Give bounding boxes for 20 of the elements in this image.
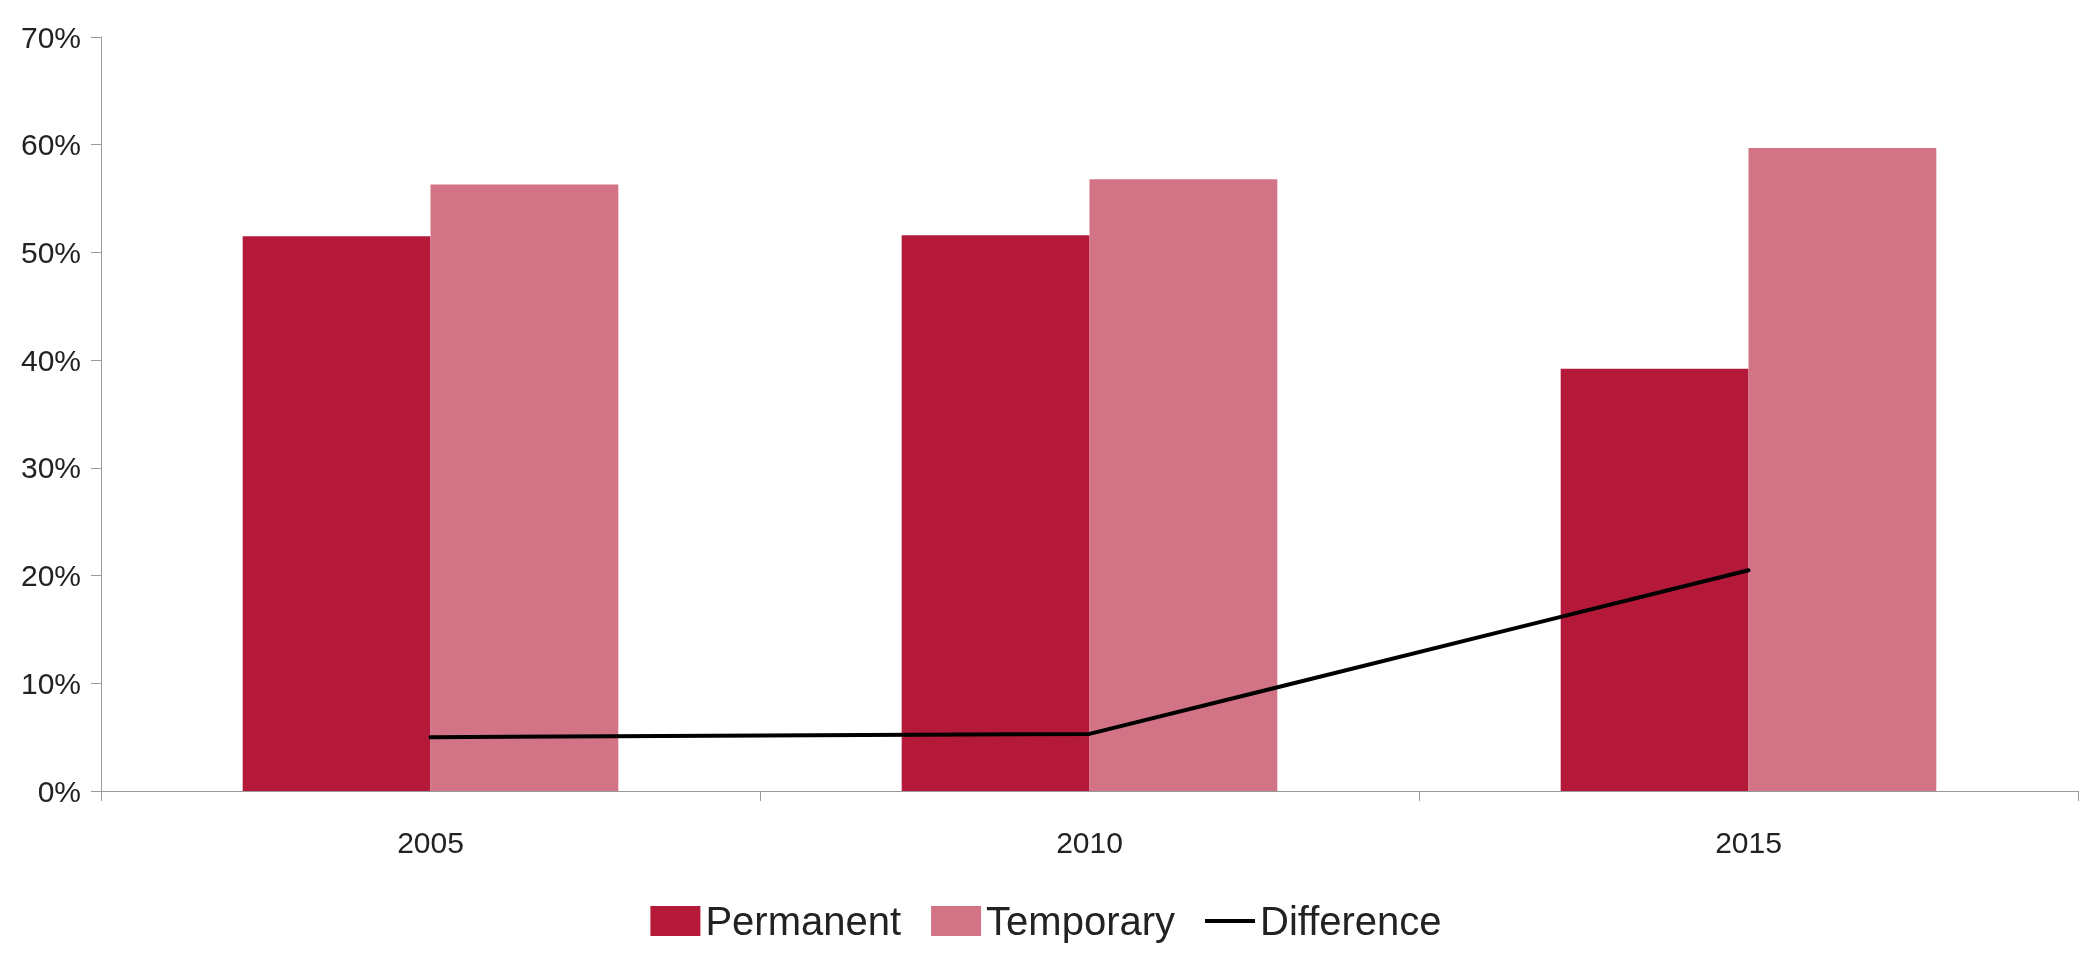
y-tick-label: 20% <box>20 559 81 593</box>
bar <box>1748 147 1937 791</box>
legend-label: Temporary <box>986 899 1176 943</box>
x-tick-label: 2015 <box>1715 825 1782 859</box>
bar <box>1089 179 1278 791</box>
x-tick-label: 2010 <box>1056 825 1123 859</box>
bar <box>430 184 619 791</box>
y-tick-label: 0% <box>37 774 81 808</box>
x-tick-label: 2005 <box>397 825 464 859</box>
bar <box>901 235 1090 791</box>
legend-label: Difference <box>1260 899 1442 943</box>
y-tick-label: 60% <box>20 128 81 162</box>
bar <box>1560 368 1749 791</box>
y-tick-label: 50% <box>20 235 81 269</box>
y-tick-label: 10% <box>20 666 81 700</box>
legend-label: Permanent <box>705 899 902 943</box>
y-tick-label: 70% <box>20 20 81 54</box>
y-tick-label: 40% <box>20 343 81 377</box>
y-tick-label: 30% <box>20 451 81 485</box>
bar <box>242 236 431 791</box>
